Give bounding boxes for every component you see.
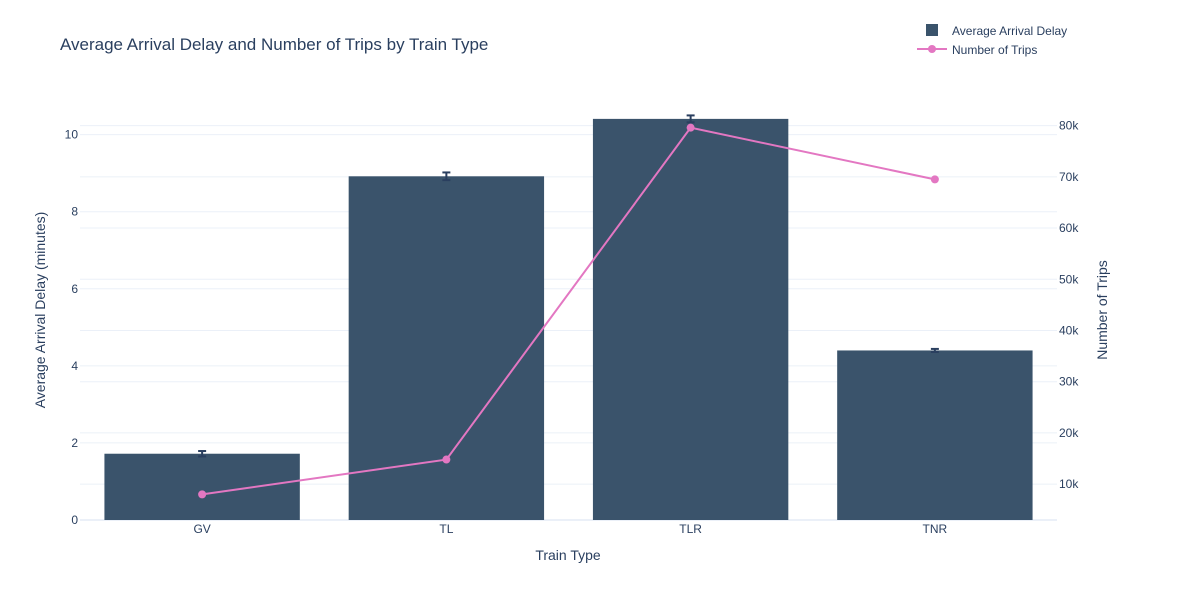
legend-bar-swatch [926, 24, 938, 36]
trips-point [198, 490, 207, 499]
x-axis-title: Train Type [535, 547, 601, 563]
y2-tick-label: 40k [1059, 323, 1079, 337]
y-axis-title: Average Arrival Delay (minutes) [32, 212, 48, 409]
legend[interactable]: Average Arrival Delay Number of Trips [917, 24, 1067, 57]
y-tick-label: 2 [71, 436, 78, 450]
y2-tick-label: 70k [1059, 170, 1079, 184]
line-series [198, 123, 939, 499]
legend-label-bar: Average Arrival Delay [952, 24, 1067, 38]
trips-point [686, 123, 695, 132]
legend-marker-swatch [928, 45, 936, 53]
legend-label-line: Number of Trips [952, 43, 1037, 57]
y2-axis-title: Number of Trips [1094, 260, 1110, 360]
bar [104, 453, 300, 520]
x-tick-label: TNR [923, 522, 948, 536]
y2-tick-label: 50k [1059, 272, 1079, 286]
y-tick-label: 6 [71, 282, 78, 296]
trips-line [201, 126, 936, 496]
error-bar [442, 171, 451, 182]
legend-item-line[interactable]: Number of Trips [917, 43, 1037, 57]
bar [592, 118, 789, 520]
error-bar [686, 114, 695, 124]
trips-point [442, 455, 451, 464]
trips-point [930, 175, 939, 184]
y2-tick-label: 30k [1059, 375, 1079, 389]
chart-title: Average Arrival Delay and Number of Trip… [60, 35, 488, 54]
x-tick-label: TLR [679, 522, 702, 536]
error-bars [198, 114, 939, 458]
legend-item-bar[interactable]: Average Arrival Delay [926, 24, 1067, 38]
y2-tick-label: 10k [1059, 477, 1079, 491]
y-tick-label: 0 [71, 513, 78, 527]
error-bar [930, 347, 939, 353]
y2-tick-label: 60k [1059, 221, 1079, 235]
tick-labels: 0 2 4 6 8 10 10k 20k 30k 40k 50k 60k 70k 80k GV TL TLR TN… [65, 119, 1080, 536]
x-tick-label: GV [193, 522, 210, 536]
y2-tick-label: 20k [1059, 426, 1079, 440]
x-tick-label: TL [439, 522, 453, 536]
y-tick-label: 4 [71, 359, 78, 373]
error-bar [198, 450, 207, 458]
y-tick-label: 8 [71, 205, 78, 219]
bar [837, 350, 1033, 520]
y2-tick-label: 80k [1059, 119, 1079, 133]
bar-series [104, 118, 1033, 520]
y-tick-label: 10 [65, 128, 79, 142]
